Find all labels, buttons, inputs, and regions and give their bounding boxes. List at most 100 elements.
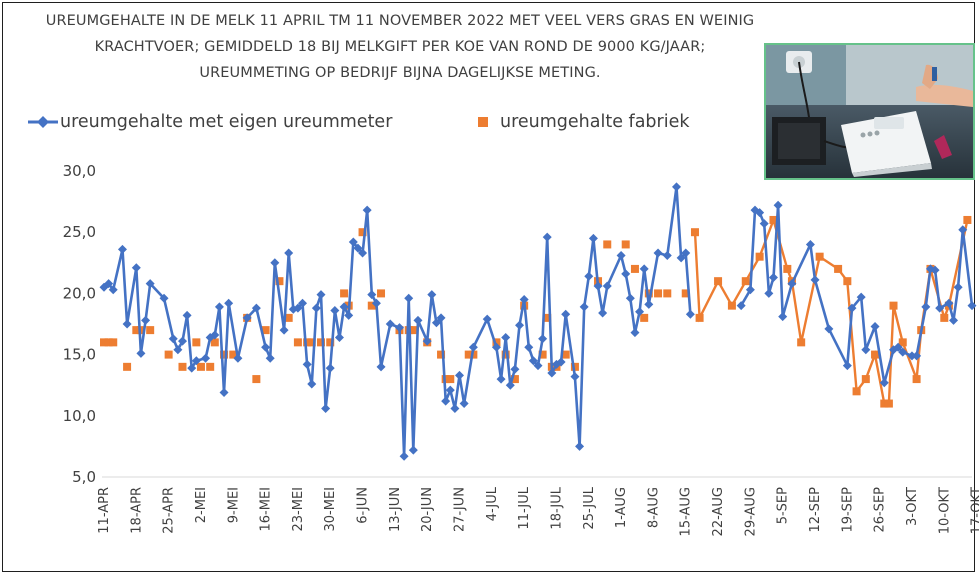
y-tick-label: 25,0 (63, 223, 96, 241)
data-point-square (261, 326, 270, 335)
y-tick-label: 30,0 (63, 162, 96, 180)
data-point-square (326, 338, 335, 347)
data-point-diamond (584, 271, 594, 281)
data-point-diamond (625, 293, 635, 303)
data-point-diamond (224, 298, 234, 308)
data-point-square (146, 326, 155, 335)
data-point-diamond (556, 357, 566, 367)
data-point-diamond (117, 244, 127, 254)
x-tick-label: 18-APR (129, 487, 144, 534)
data-point-diamond (404, 293, 414, 303)
title-line-2: KRACHTVOER; GEMIDDELD 18 BIJ MELKGIFT PE… (94, 39, 706, 55)
data-point-square (880, 399, 889, 408)
data-point-diamond (773, 200, 783, 210)
data-point-diamond (653, 248, 663, 258)
data-point-square (630, 264, 639, 273)
data-point-diamond (325, 363, 335, 373)
data-point-square (755, 252, 764, 261)
series-line (739, 204, 974, 385)
data-point-diamond (233, 353, 243, 363)
x-tick-label: 22-AUG (711, 487, 726, 536)
data-point-diamond (759, 219, 769, 229)
data-point-diamond (284, 248, 294, 258)
data-point-diamond (579, 302, 589, 312)
data-point-diamond (491, 342, 501, 352)
data-point-diamond (219, 388, 229, 398)
data-point-diamond (321, 403, 331, 413)
data-point-diamond (362, 205, 372, 215)
data-point-square (898, 338, 907, 347)
data-point-diamond (893, 342, 903, 352)
x-tick-label: 8-AUG (646, 487, 661, 528)
series-ureumgehalte-fabriek (100, 215, 972, 408)
data-point-square (317, 338, 325, 347)
data-point-square (109, 338, 118, 347)
data-point-diamond (468, 342, 478, 352)
data-point-diamond (515, 320, 525, 330)
data-point-diamond (496, 374, 506, 384)
data-point-square (132, 326, 141, 335)
data-point-square (963, 215, 972, 224)
data-point-diamond (353, 243, 363, 253)
data-point-square (196, 362, 205, 371)
legend-label-eigen: ureumgehalte met eigen ureummeter (60, 112, 393, 132)
data-point-diamond (570, 372, 580, 382)
data-point-diamond (450, 403, 460, 413)
x-tick-label: 30-MEI (323, 487, 338, 532)
data-point-diamond (898, 347, 908, 357)
x-tick-label: 1-AUG (614, 487, 629, 528)
data-point-diamond (339, 302, 349, 312)
data-point-square (834, 264, 843, 273)
x-tick-label: 2-MEI (194, 487, 209, 523)
x-tick-label: 20-JUN (420, 487, 435, 532)
data-point-square (644, 289, 653, 298)
y-tick-label: 20,0 (63, 284, 96, 302)
data-point-diamond (745, 285, 755, 295)
data-point-square (178, 362, 187, 371)
data-point-diamond (214, 302, 224, 312)
data-point-square (229, 350, 238, 359)
data-point-diamond (805, 239, 815, 249)
data-point-diamond (598, 308, 608, 318)
data-point-diamond (879, 378, 889, 388)
data-point-square (210, 338, 219, 347)
data-point-diamond (427, 290, 437, 300)
data-point-diamond (210, 330, 220, 340)
data-point-diamond (672, 182, 682, 192)
data-point-square (769, 215, 778, 224)
data-point-square (603, 240, 612, 249)
data-point-diamond (358, 248, 368, 258)
title-line-3: UREUMMETING OP BEDRIJF BIJNA DAGELIJKSE … (199, 65, 601, 81)
data-point-diamond (408, 445, 418, 455)
series-ureumgehalte-eigen (99, 182, 977, 461)
data-point-square (501, 350, 510, 359)
data-point-diamond (967, 301, 977, 311)
data-point-square (367, 301, 376, 310)
data-point-square (640, 313, 649, 322)
y-tick-label: 5,0 (72, 468, 96, 486)
x-tick-label: 9-MEI (226, 487, 241, 523)
data-point-diamond (519, 295, 529, 305)
data-point-diamond (270, 258, 280, 268)
data-point-diamond (787, 279, 797, 289)
data-point-square (940, 313, 949, 322)
data-point-diamond (842, 361, 852, 371)
data-point-diamond (422, 336, 432, 346)
urea-meter-photo (764, 43, 975, 180)
data-point-diamond (736, 301, 746, 311)
series-line (103, 185, 692, 458)
data-point-square (912, 375, 921, 384)
x-tick-label: 4-JUL (485, 486, 500, 521)
data-point-diamond (524, 342, 534, 352)
data-point-diamond (681, 248, 691, 258)
y-tick-label: 15,0 (63, 346, 96, 364)
data-point-diamond (445, 385, 455, 395)
data-point-square (538, 350, 547, 359)
data-point-diamond (501, 332, 511, 342)
data-point-diamond (755, 208, 765, 218)
data-point-diamond (108, 285, 118, 295)
data-point-diamond (588, 233, 598, 243)
data-point-diamond (935, 303, 945, 313)
data-point-square (543, 313, 552, 322)
x-tick-label: 15-AUG (679, 487, 694, 536)
